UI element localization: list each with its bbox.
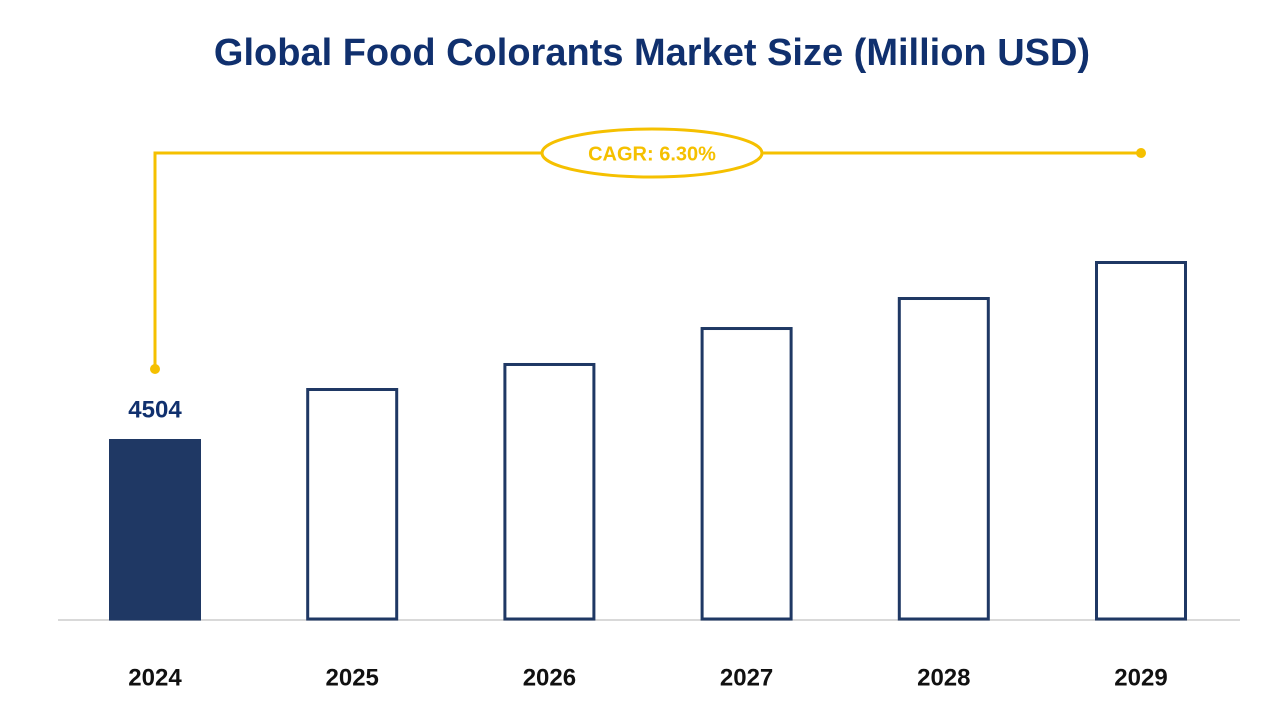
x-tick-label: 2024	[128, 664, 182, 691]
x-tick-label: 2026	[523, 664, 576, 691]
bar	[306, 388, 399, 621]
bar	[897, 297, 990, 621]
x-tick-label: 2025	[326, 664, 379, 691]
bar	[1095, 261, 1187, 621]
bar	[503, 362, 596, 621]
x-tick-label: 2027	[720, 664, 773, 691]
value-label: 4504	[128, 396, 182, 423]
x-tick-label: 2029	[1114, 664, 1167, 691]
chart-title: Global Food Colorants Market Size (Milli…	[214, 32, 1090, 74]
bar	[109, 439, 201, 621]
bar	[700, 327, 793, 621]
cagr-line	[153, 151, 1141, 369]
cagr-dot	[150, 364, 160, 374]
cagr-bubble	[540, 127, 764, 179]
cagr-dot	[1136, 148, 1146, 158]
x-tick-label: 2028	[917, 664, 970, 691]
cagr-label: CAGR: 6.30%	[588, 143, 716, 165]
